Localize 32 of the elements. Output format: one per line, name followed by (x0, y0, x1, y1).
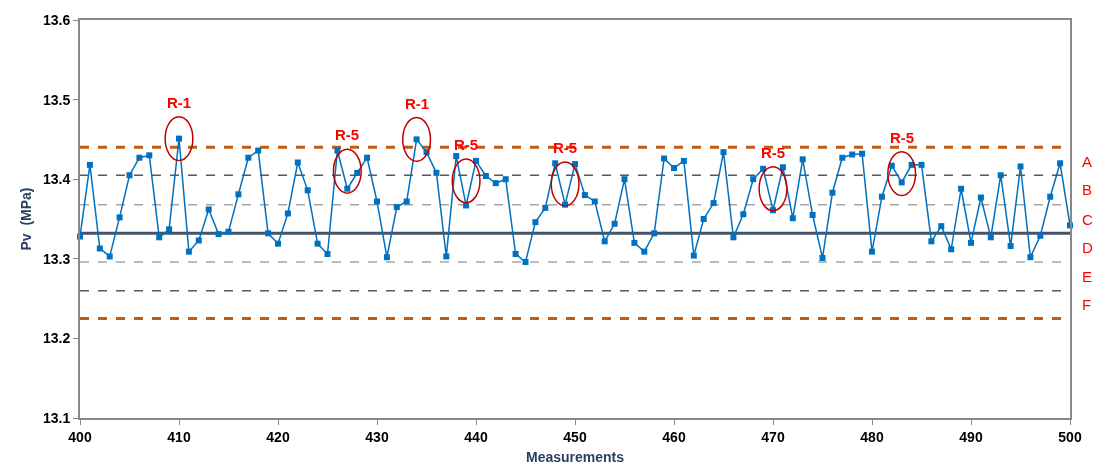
text: E (1082, 268, 1093, 285)
x-tick-label: 450 (563, 428, 587, 445)
annotation: R-5 (335, 126, 360, 143)
x-tick-label: 430 (365, 428, 389, 445)
x-tick-label: 410 (167, 428, 191, 445)
y-tick-label: 13.1 (42, 409, 71, 426)
y-axis-title: Pv (MPa) (18, 187, 35, 251)
y-tick-label: 13.2 (42, 330, 71, 347)
x-tick-label: 500 (1058, 428, 1082, 445)
text: D (1082, 239, 1093, 256)
text: F (1082, 296, 1092, 313)
text: C (1082, 211, 1093, 228)
x-tick-label: 470 (761, 428, 785, 445)
x-tick-label: 460 (662, 428, 686, 445)
y-tick-label: 13.3 (42, 250, 71, 267)
annotation: R-5 (553, 139, 578, 156)
y-tick-label: 13.4 (42, 171, 71, 188)
x-tick-label: 440 (464, 428, 488, 445)
y-tick-label: 13.5 (42, 91, 71, 108)
x-tick-label: 400 (68, 428, 92, 445)
annotation: R-5 (761, 144, 786, 161)
x-tick-label: 480 (860, 428, 884, 445)
x-tick-label: 420 (266, 428, 290, 445)
x-tick-label: 490 (959, 428, 983, 445)
annotation: R-1 (167, 94, 192, 111)
text: A (1082, 153, 1093, 170)
annotation: R-1 (405, 95, 430, 112)
x-axis-title: Measurements (525, 448, 625, 465)
text: B (1082, 181, 1093, 198)
annotation: R-5 (890, 129, 915, 146)
annotation: R-5 (454, 136, 479, 153)
y-tick-label: 13.6 (42, 11, 71, 28)
